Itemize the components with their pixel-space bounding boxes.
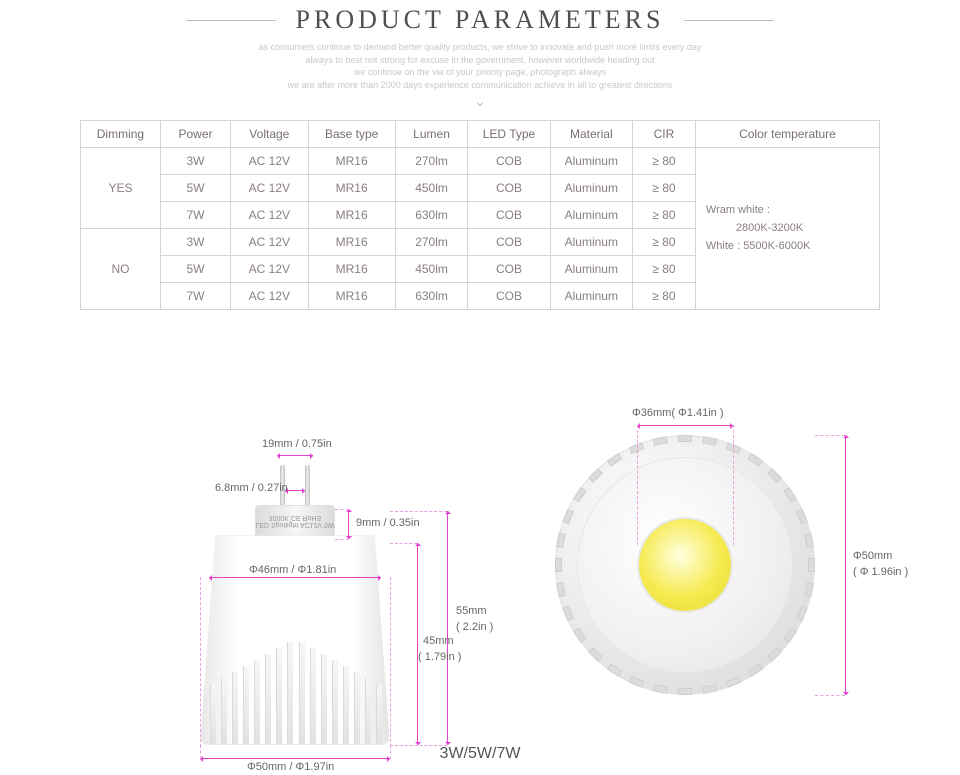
table-cell: 3W bbox=[160, 148, 230, 175]
table-header-cell: LED Type bbox=[468, 121, 550, 148]
table-cell: 630lm bbox=[395, 202, 468, 229]
table-cell: 7W bbox=[160, 202, 230, 229]
table-cell: 630lm bbox=[395, 283, 468, 310]
dim-guide bbox=[815, 435, 845, 436]
dim-guide bbox=[390, 577, 391, 747]
table-cell: ≥ 80 bbox=[632, 283, 695, 310]
dim-line bbox=[209, 577, 381, 578]
table-cell: Aluminum bbox=[550, 229, 632, 256]
chevron-down-icon: ⌄ bbox=[0, 93, 960, 110]
dim-line bbox=[277, 455, 313, 456]
table-cell: COB bbox=[468, 283, 550, 310]
table-header-cell: CIR bbox=[632, 121, 695, 148]
table-cell: ≥ 80 bbox=[632, 148, 695, 175]
dim-line bbox=[447, 511, 448, 745]
bulb-print-label: LED Spotlight AC12V 5W 3000K CE RoHS bbox=[255, 514, 335, 528]
dim-label: Φ36mm( Φ1.41in ) bbox=[632, 407, 724, 419]
dim-line bbox=[417, 543, 418, 745]
dim-line bbox=[348, 509, 349, 539]
table-header-row: DimmingPowerVoltageBase typeLumenLED Typ… bbox=[81, 121, 880, 148]
dim-label: Φ46mm / Φ1.81in bbox=[245, 564, 340, 576]
table-header-cell: Dimming bbox=[81, 121, 161, 148]
bulb-front-view bbox=[555, 435, 815, 695]
dim-label: 55mm bbox=[456, 605, 487, 617]
table-cell: Aluminum bbox=[550, 148, 632, 175]
table-body: YES3WAC 12VMR16270lmCOBAluminum≥ 80Wram … bbox=[81, 148, 880, 310]
dim-guide bbox=[335, 509, 349, 510]
dim-label: 45mm bbox=[423, 635, 454, 647]
dimming-cell: NO bbox=[81, 229, 161, 310]
dim-line bbox=[285, 490, 305, 491]
table-cell: COB bbox=[468, 256, 550, 283]
dim-guide bbox=[335, 539, 349, 540]
spec-table-wrap: DimmingPowerVoltageBase typeLumenLED Typ… bbox=[80, 120, 880, 310]
table-cell: 450lm bbox=[395, 256, 468, 283]
table-header-cell: Lumen bbox=[395, 121, 468, 148]
table-header-cell: Base type bbox=[308, 121, 395, 148]
table-cell: 5W bbox=[160, 256, 230, 283]
table-header-cell: Color temperature bbox=[695, 121, 879, 148]
dimming-cell: YES bbox=[81, 148, 161, 229]
dim-guide bbox=[733, 425, 734, 545]
dim-line bbox=[637, 425, 733, 426]
table-cell: AC 12V bbox=[231, 175, 308, 202]
table-cell: 3W bbox=[160, 229, 230, 256]
table-cell: MR16 bbox=[308, 148, 395, 175]
table-cell: Aluminum bbox=[550, 175, 632, 202]
color-temp-cell: Wram white :2800K-3200K White : 5500K-60… bbox=[695, 148, 879, 310]
table-cell: ≥ 80 bbox=[632, 202, 695, 229]
table-row: YES3WAC 12VMR16270lmCOBAluminum≥ 80Wram … bbox=[81, 148, 880, 175]
dim-label: 6.8mm / 0.27in bbox=[215, 482, 288, 494]
table-cell: AC 12V bbox=[231, 229, 308, 256]
table-cell: MR16 bbox=[308, 229, 395, 256]
table-cell: 270lm bbox=[395, 148, 468, 175]
dim-label: ( Φ 1.96in ) bbox=[853, 566, 908, 578]
table-cell: 270lm bbox=[395, 229, 468, 256]
table-cell: MR16 bbox=[308, 202, 395, 229]
page-title: PRODUCT PARAMETERS bbox=[276, 5, 685, 35]
table-header-cell: Power bbox=[160, 121, 230, 148]
table-cell: MR16 bbox=[308, 283, 395, 310]
dim-label: Φ50mm bbox=[853, 550, 892, 562]
dim-guide bbox=[637, 425, 638, 545]
table-header-cell: Voltage bbox=[231, 121, 308, 148]
table-cell: Aluminum bbox=[550, 256, 632, 283]
table-header-cell: Material bbox=[550, 121, 632, 148]
table-cell: 5W bbox=[160, 175, 230, 202]
dim-guide bbox=[200, 577, 201, 747]
spec-table: DimmingPowerVoltageBase typeLumenLED Typ… bbox=[80, 120, 880, 310]
table-cell: ≥ 80 bbox=[632, 175, 695, 202]
bulb-fins bbox=[201, 614, 391, 744]
table-cell: COB bbox=[468, 202, 550, 229]
table-cell: COB bbox=[468, 148, 550, 175]
table-cell: AC 12V bbox=[231, 202, 308, 229]
table-cell: ≥ 80 bbox=[632, 256, 695, 283]
dim-label: 19mm / 0.75in bbox=[262, 438, 332, 450]
header-subtext: as consumers continue to demand better q… bbox=[200, 41, 760, 91]
table-cell: COB bbox=[468, 175, 550, 202]
table-cell: MR16 bbox=[308, 256, 395, 283]
table-cell: COB bbox=[468, 229, 550, 256]
table-cell: AC 12V bbox=[231, 283, 308, 310]
table-cell: MR16 bbox=[308, 175, 395, 202]
table-cell: ≥ 80 bbox=[632, 229, 695, 256]
table-cell: 7W bbox=[160, 283, 230, 310]
dim-label: ( 1.79in ) bbox=[418, 651, 461, 663]
header: PRODUCT PARAMETERS as consumers continue… bbox=[0, 0, 960, 110]
diagram-area: LED Spotlight AC12V 5W 3000K CE RoHS 19m… bbox=[0, 335, 960, 775]
dim-guide bbox=[815, 695, 845, 696]
dim-label: ( 2.2in ) bbox=[456, 621, 493, 633]
table-cell: AC 12V bbox=[231, 148, 308, 175]
cob-led bbox=[637, 517, 733, 613]
dim-guide bbox=[390, 511, 447, 512]
table-cell: Aluminum bbox=[550, 283, 632, 310]
dim-label: 9mm / 0.35in bbox=[356, 517, 420, 529]
table-cell: 450lm bbox=[395, 175, 468, 202]
table-cell: AC 12V bbox=[231, 256, 308, 283]
wattage-label: 3W/5W/7W bbox=[0, 745, 960, 763]
dim-guide bbox=[390, 543, 417, 544]
table-cell: Aluminum bbox=[550, 202, 632, 229]
bulb-pin bbox=[305, 465, 310, 507]
dim-line bbox=[845, 435, 846, 695]
